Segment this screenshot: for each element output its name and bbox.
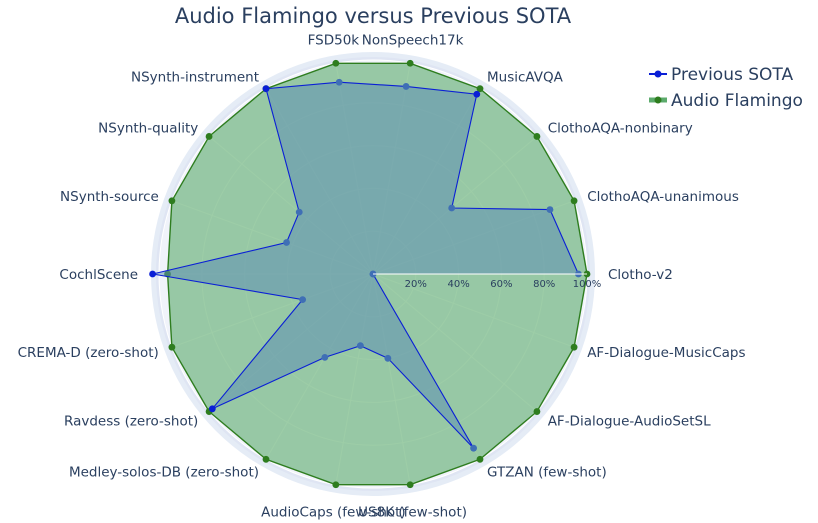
data-point-previous-sota-16	[470, 444, 477, 452]
data-point-previous-sota-8	[295, 208, 303, 216]
data-point-previous-sota-5	[402, 83, 410, 90]
data-point-previous-sota-9	[283, 239, 290, 246]
category-label: NSynth-instrument	[131, 70, 259, 86]
data-point-previous-sota-11	[299, 296, 307, 304]
category-label: NSynth-quality	[98, 120, 198, 136]
data-point-previous-sota-2	[546, 206, 554, 213]
data-point-previous-sota-10	[149, 270, 156, 278]
data-point-audio-flamingo-2	[570, 197, 578, 205]
category-label: GTZAN (few-shot)	[487, 465, 607, 481]
radial-tick-label: 20%	[405, 279, 427, 290]
category-label: FSD50k	[308, 33, 360, 49]
radial-tick-label: 80%	[533, 279, 555, 290]
legend-marker-audio-flamingo	[654, 96, 662, 104]
radial-tick-label: 60%	[490, 279, 512, 290]
data-point-previous-sota-3	[448, 204, 456, 212]
data-point-previous-sota-6	[335, 78, 343, 86]
radial-tick-label: 40%	[447, 279, 469, 290]
category-label: CREMA-D (zero-shot)	[18, 345, 159, 361]
data-point-audio-flamingo-4	[476, 85, 484, 93]
category-label: Medley-solos-DB (zero-shot)	[69, 465, 259, 481]
category-label: CochlScene	[59, 267, 138, 283]
legend-item-previous-sota[interactable]: Previous SOTA	[649, 65, 793, 85]
chart-title: Audio Flamingo versus Previous SOTA	[175, 4, 572, 28]
category-label: NonSpeech17k	[362, 33, 464, 49]
data-point-audio-flamingo-15	[406, 481, 414, 489]
data-point-audio-flamingo-17	[533, 408, 541, 415]
data-point-audio-flamingo-5	[406, 59, 414, 67]
data-point-audio-flamingo-14	[332, 481, 340, 489]
category-label: Clotho-v2	[608, 267, 673, 283]
data-point-previous-sota-15	[384, 354, 392, 362]
category-label: ClothoAQA-unanimous	[587, 189, 739, 205]
data-point-previous-sota-12	[208, 405, 216, 413]
data-point-previous-sota-7	[262, 85, 270, 93]
series-area-previous-sota	[152, 81, 580, 449]
category-labels: Clotho-v2 ClothoAQA-unanimous ClothoAQA-no…	[18, 33, 746, 521]
category-label: AF-Dialogue-MusicCaps	[587, 345, 745, 361]
data-point-audio-flamingo-3	[533, 133, 541, 140]
legend[interactable]: Previous SOTA Audio Flamingo	[649, 65, 803, 111]
data-point-audio-flamingo-6	[332, 59, 340, 67]
data-point-previous-sota-13	[321, 353, 329, 361]
category-label: NSynth-source	[60, 189, 159, 205]
data-point-audio-flamingo-9	[168, 197, 176, 205]
radial-ticks: 20% 40% 60% 80% 100%	[373, 273, 602, 290]
data-point-audio-flamingo-11	[168, 343, 176, 351]
category-label: MusicAVQA	[487, 70, 564, 86]
category-label: AudioCaps (few-shot)	[261, 505, 406, 521]
category-label: ClothoAQA-nonbinary	[548, 120, 693, 136]
data-point-audio-flamingo-13	[262, 455, 270, 463]
legend-item-audio-flamingo[interactable]: Audio Flamingo	[649, 91, 803, 111]
category-label: Ravdess (zero-shot)	[64, 414, 198, 430]
legend-marker-previous-sota	[654, 70, 662, 78]
data-point-previous-sota-4	[473, 90, 481, 98]
radial-tick-label: 100%	[573, 279, 602, 290]
data-point-audio-flamingo-16	[476, 455, 484, 463]
legend-label-audio-flamingo: Audio Flamingo	[671, 91, 803, 111]
category-label: AF-Dialogue-AudioSetSL	[548, 414, 711, 430]
legend-label-previous-sota: Previous SOTA	[671, 65, 793, 85]
data-point-audio-flamingo-18	[570, 343, 578, 351]
category-label: US8K (few-shot)	[358, 505, 467, 521]
data-point-previous-sota-14	[356, 342, 364, 350]
data-point-audio-flamingo-8	[205, 133, 213, 140]
